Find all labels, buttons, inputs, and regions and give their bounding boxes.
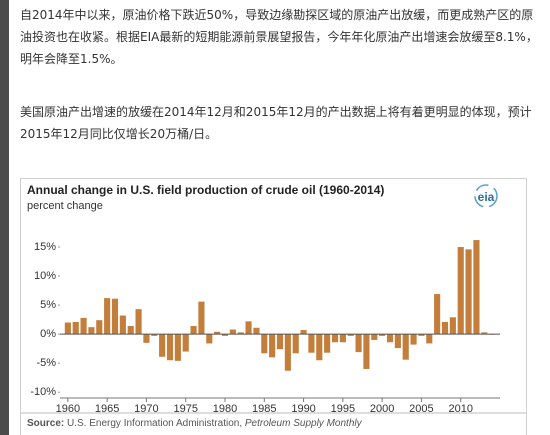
bar	[276, 334, 284, 350]
bar	[394, 334, 401, 349]
bar	[355, 334, 362, 353]
y-tick-label: 5%	[40, 299, 56, 311]
bar	[253, 327, 260, 335]
bar	[363, 334, 370, 369]
bar	[324, 334, 331, 353]
paragraph: 美国原油产出增速的放缓在2014年12月和2015年12月的产出数据上将有着更明…	[20, 105, 532, 141]
side-strip	[0, 0, 9, 435]
bar	[80, 317, 87, 335]
x-tick-label: 1990	[291, 403, 315, 415]
bar	[434, 294, 441, 335]
source-label: Source:	[27, 418, 64, 429]
bar	[214, 331, 221, 335]
y-tick-label: 10%	[34, 270, 56, 282]
bar	[386, 334, 394, 343]
bar	[300, 330, 307, 335]
bar	[426, 334, 433, 344]
bar	[316, 334, 323, 361]
bar	[473, 240, 480, 335]
bar	[221, 334, 229, 336]
bar	[229, 329, 236, 335]
bar	[182, 334, 189, 352]
publication: Petroleum Supply Monthly	[245, 418, 363, 429]
bar	[245, 321, 252, 335]
bar	[143, 334, 150, 343]
logo: eia	[478, 190, 495, 204]
y-tick-label: -5%	[36, 357, 56, 369]
bar	[269, 334, 276, 358]
x-tick-label: 1995	[331, 403, 355, 415]
bar	[96, 320, 103, 335]
bar	[72, 321, 79, 335]
x-tick-label: 1980	[213, 403, 237, 415]
logo-ring	[474, 184, 498, 208]
bar	[371, 334, 378, 340]
source: Source: U.S. Energy Information Administ…	[27, 418, 363, 429]
x-tick-label: 1970	[134, 403, 158, 415]
bar	[159, 334, 166, 357]
chart-title: Annual change in U.S. field production o…	[27, 183, 384, 197]
bar	[284, 334, 291, 371]
bar	[88, 327, 95, 335]
bar	[151, 334, 158, 336]
bar	[418, 334, 425, 336]
bar	[410, 334, 417, 345]
axis-label: percent change	[27, 200, 103, 212]
bar	[379, 334, 386, 336]
bar	[308, 334, 315, 353]
bar	[292, 334, 299, 354]
bar	[449, 317, 456, 335]
bar	[119, 315, 126, 335]
bar	[206, 334, 213, 344]
bar	[237, 332, 244, 335]
x-tick-label: 2005	[409, 403, 433, 415]
bar	[127, 326, 134, 335]
x-tick-label: 1985	[252, 403, 276, 415]
bar	[481, 332, 488, 335]
bar	[457, 247, 464, 335]
bar	[190, 326, 197, 335]
chart-box: Annual change in U.S. field production o…	[20, 178, 527, 435]
x-tick-label: 2010	[448, 403, 472, 415]
x-tick-label: 2000	[370, 403, 394, 415]
y-tick-label: -10%	[30, 386, 56, 398]
bar	[331, 334, 339, 343]
bar	[402, 334, 409, 360]
bar	[441, 321, 449, 335]
bar	[465, 249, 472, 335]
bar	[261, 334, 268, 354]
x-tick-label: 1975	[173, 403, 197, 415]
bar	[166, 334, 174, 361]
bar	[347, 334, 354, 336]
y-tick-label: 0%	[40, 328, 56, 340]
y-tick-label: 15%	[34, 241, 56, 253]
chart: Annual change in U.S. field production o…	[21, 183, 526, 429]
paragraph: 自2014年中以来，原油价格下跌近50%，导致边缘勘探区域的原油产出放缓，而更成…	[20, 8, 538, 66]
bar	[339, 334, 346, 343]
bar	[111, 298, 119, 335]
bar	[135, 309, 142, 335]
bar	[64, 322, 71, 335]
source-text: U.S. Energy Information Administration,	[67, 418, 242, 429]
x-tick-label: 1960	[56, 403, 80, 415]
x-tick-label: 1965	[95, 403, 119, 415]
bar	[198, 301, 205, 335]
bar	[104, 298, 111, 335]
bar	[174, 334, 181, 361]
